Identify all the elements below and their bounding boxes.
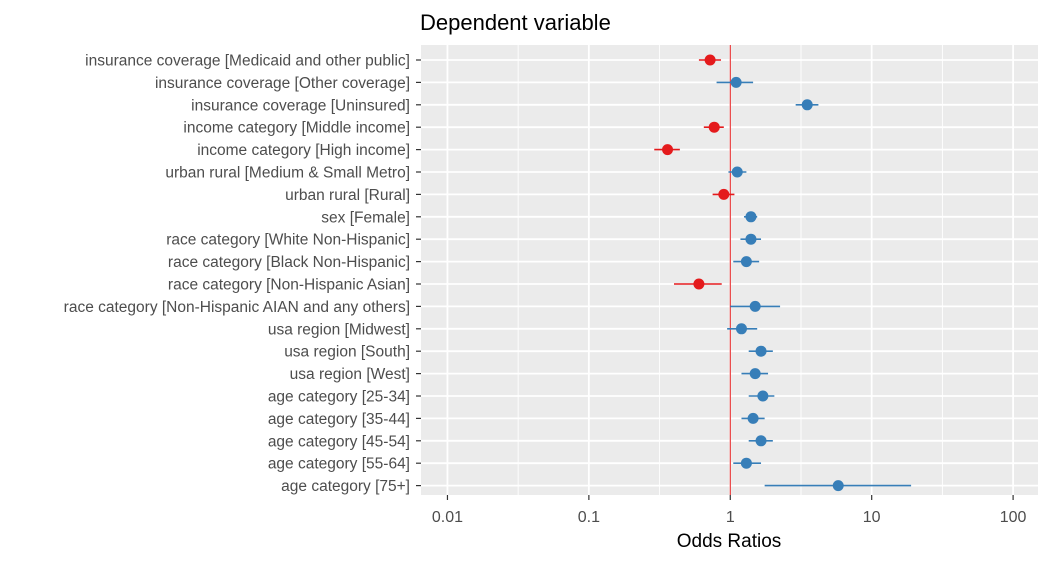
estimate-point <box>708 121 720 133</box>
term-label: race category [Non-Hispanic AIAN and any… <box>64 299 410 316</box>
x-axis-ticks: 0.01 0.1 1 10 100 <box>432 495 1027 526</box>
term-label: insurance coverage [Uninsured] <box>191 97 410 114</box>
estimate-point <box>757 390 769 402</box>
x-axis-title: Odds Ratios <box>677 531 782 552</box>
term-label: race category [White Non-Hispanic] <box>166 232 410 249</box>
estimate-point <box>745 233 757 245</box>
term-label: insurance coverage [Medicaid and other p… <box>85 53 410 70</box>
estimate-point <box>747 412 759 424</box>
estimate-point <box>740 256 752 268</box>
estimate-point <box>749 300 761 312</box>
term-label: urban rural [Medium & Small Metro] <box>165 165 410 182</box>
y-axis-labels: insurance coverage [Medicaid and other p… <box>64 53 421 495</box>
term-label: insurance coverage [Other coverage] <box>155 75 410 92</box>
estimate-point <box>740 457 752 469</box>
term-label: income category [Middle income] <box>183 120 410 137</box>
term-label: age category [55-64] <box>268 456 410 473</box>
x-tick-label: 1 <box>726 509 735 526</box>
term-label: age category [25-34] <box>268 389 410 406</box>
estimate-point <box>693 278 705 290</box>
term-label: urban rural [Rural] <box>285 187 410 204</box>
estimate-point <box>749 368 761 380</box>
x-tick-label: 100 <box>1000 509 1027 526</box>
term-label: age category [45-54] <box>268 433 410 450</box>
estimate-point <box>832 480 844 492</box>
estimate-point <box>755 345 767 357</box>
estimate-point <box>731 166 743 178</box>
term-label: age category [35-44] <box>268 411 410 428</box>
chart-title: Dependent variable <box>420 10 611 35</box>
estimate-point <box>735 323 747 335</box>
estimate-point <box>718 188 730 200</box>
estimates-layer <box>654 54 912 492</box>
estimate-point <box>801 99 813 111</box>
x-tick-label: 0.1 <box>578 509 600 526</box>
term-label: race category [Black Non-Hispanic] <box>168 254 410 271</box>
estimate-point <box>730 76 742 88</box>
term-label: income category [High income] <box>197 142 410 159</box>
estimate-point <box>755 435 767 447</box>
term-label: usa region [Midwest] <box>268 321 410 338</box>
term-label: usa region [West] <box>290 366 410 383</box>
term-label: age category [75+] <box>281 478 410 495</box>
x-tick-label: 0.01 <box>432 509 463 526</box>
x-tick-label: 10 <box>863 509 881 526</box>
term-label: race category [Non-Hispanic Asian] <box>168 277 410 294</box>
estimate-point <box>704 54 716 66</box>
term-label: usa region [South] <box>284 344 410 361</box>
estimate-point <box>745 211 757 223</box>
term-label: sex [Female] <box>321 209 410 226</box>
estimate-point <box>662 144 674 156</box>
